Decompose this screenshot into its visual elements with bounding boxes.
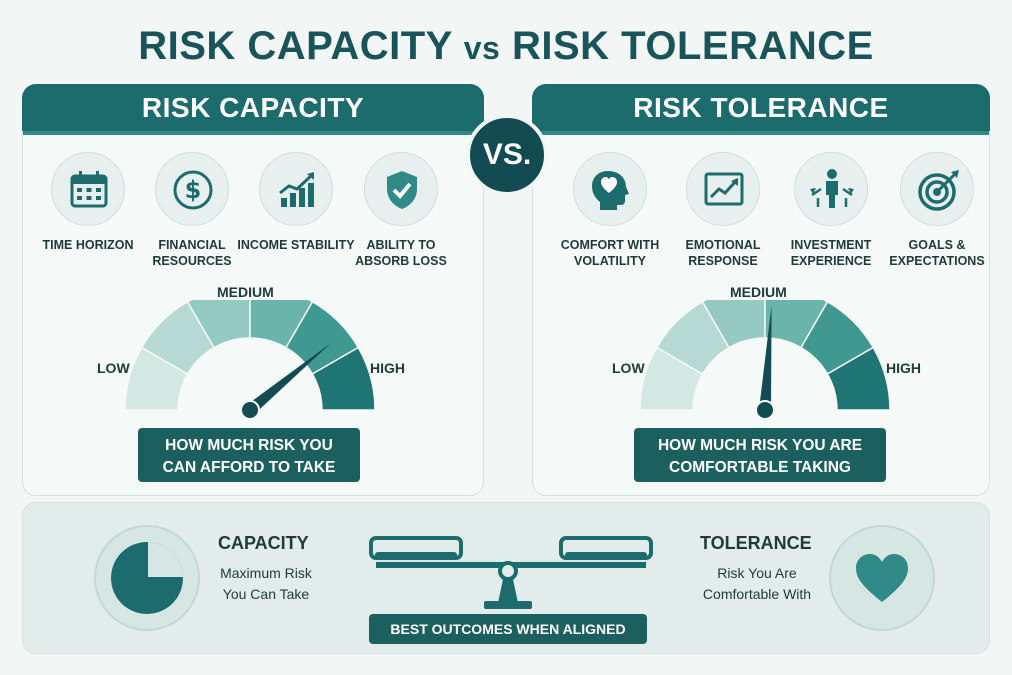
aligned-label: BEST OUTCOMES WHEN ALIGNED bbox=[369, 614, 647, 644]
gauge-segment bbox=[186, 300, 251, 349]
gauge-label-medium: MEDIUM bbox=[730, 284, 787, 300]
gauge-needle bbox=[246, 343, 331, 415]
capacity-caption-line: HOW MUCH RISK YOU bbox=[165, 437, 333, 454]
tolerance-caption-line: HOW MUCH RISK YOU ARE bbox=[657, 437, 863, 454]
gauge-segment bbox=[311, 346, 376, 411]
svg-text:$: $ bbox=[185, 176, 202, 204]
header-rule bbox=[23, 131, 483, 135]
gauge-label-low: LOW bbox=[612, 360, 645, 376]
gauge-label-high: HIGH bbox=[886, 360, 921, 376]
capacity-item-label: FINANCIAL RESOURCES bbox=[152, 238, 232, 268]
capacity-caption-line: CAN AFFORD TO TAKE bbox=[162, 459, 336, 476]
capacity-summary-line: Maximum Risk bbox=[220, 565, 312, 581]
risk-tolerance-header: RISK TOLERANCE bbox=[532, 84, 990, 131]
gauge-hub bbox=[755, 400, 775, 420]
capacity-item-label: TIME HORIZON bbox=[42, 238, 134, 252]
tolerance-item-label: EMOTIONAL RESPONSE bbox=[685, 238, 761, 268]
vs-badge: VS. bbox=[466, 114, 548, 196]
pie-chart-icon bbox=[94, 525, 200, 631]
shield-check-icon bbox=[364, 152, 438, 226]
capacity-summary-title: CAPACITY bbox=[218, 533, 309, 553]
calendar-icon bbox=[51, 152, 125, 226]
title-part-capacity: RISK CAPACITY bbox=[138, 24, 464, 68]
gauge-needle bbox=[759, 305, 772, 411]
head-heart-icon bbox=[573, 152, 647, 226]
tolerance-summary-line: Comfortable With bbox=[702, 586, 812, 602]
tolerance-item-label: GOALS & EXPECTATIONS bbox=[889, 238, 985, 268]
title-vs: vs bbox=[463, 30, 501, 66]
capacity-item-label: INCOME STABILITY bbox=[237, 238, 355, 252]
header-rule bbox=[533, 131, 989, 135]
gauge-label-medium: MEDIUM bbox=[217, 284, 274, 300]
risk-tolerance-panel: RISK TOLERANCE bbox=[532, 84, 990, 496]
capacity-caption: HOW MUCH RISK YOU CAN AFFORD TO TAKE bbox=[138, 428, 360, 482]
risk-capacity-gauge bbox=[124, 300, 376, 420]
capacity-item-label: ABILITY TO ABSORB LOSS bbox=[355, 238, 447, 268]
gauge-hub bbox=[240, 400, 260, 420]
tolerance-summary-line: Risk You Are bbox=[717, 565, 797, 581]
capacity-summary-text: Maximum Risk You Can Take bbox=[196, 563, 336, 605]
trend-line-icon bbox=[686, 152, 760, 226]
capacity-summary-line: You Can Take bbox=[222, 586, 310, 602]
target-icon bbox=[900, 152, 974, 226]
tolerance-caption: HOW MUCH RISK YOU ARE COMFORTABLE TAKING bbox=[634, 428, 886, 482]
dollar-icon: $ bbox=[155, 152, 229, 226]
gauge-segment bbox=[826, 346, 891, 411]
page-title: RISK CAPACITY vs RISK TOLERANCE bbox=[0, 24, 1012, 69]
tolerance-summary-title: TOLERANCE bbox=[700, 533, 812, 553]
tolerance-caption-line: COMFORTABLE TAKING bbox=[669, 459, 851, 476]
gauge-segment bbox=[701, 300, 766, 349]
gauge-label-high: HIGH bbox=[370, 360, 405, 376]
tolerance-item-label: INVESTMENT EXPERIENCE bbox=[790, 238, 872, 268]
gauge-label-low: LOW bbox=[97, 360, 130, 376]
risk-tolerance-gauge bbox=[639, 300, 891, 420]
person-arrows-icon bbox=[794, 152, 868, 226]
tolerance-item-label: COMFORT WITH VOLATILITY bbox=[560, 238, 660, 268]
balance-scale-icon bbox=[369, 536, 653, 609]
tolerance-summary-text: Risk You Are Comfortable With bbox=[684, 563, 830, 605]
heart-icon bbox=[829, 525, 935, 631]
growth-chart-icon bbox=[259, 152, 333, 226]
title-part-tolerance: RISK TOLERANCE bbox=[500, 24, 874, 68]
risk-capacity-header: RISK CAPACITY bbox=[22, 84, 484, 131]
